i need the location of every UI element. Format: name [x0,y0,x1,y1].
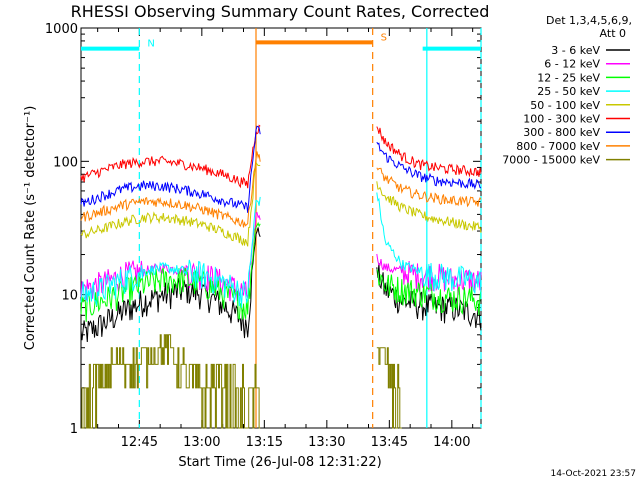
series-line [80,151,261,228]
series-line [376,192,482,297]
detector-label: Det 1,3,4,5,6,9, [546,14,632,27]
legend-label: 3 - 6 keV [551,44,600,57]
y-axis-label: Corrected Count Rate (s⁻¹ detector⁻¹) [23,106,38,351]
legend-label: 12 - 25 keV [537,71,600,84]
y-tick-label: 1 [70,422,78,437]
generated-timestamp: 14-Oct-2021 23:57 [551,469,636,479]
plot-frame [80,27,482,429]
flag-label: N [147,39,154,50]
chart-title: RHESSI Observing Summary Count Rates, Co… [71,2,490,21]
x-tick-label: 12:45 [121,435,158,450]
flag-bars: NS [81,32,481,51]
y-tick-label: 100 [53,155,78,170]
axis-ticks: 12:45 13:00 13:15 13:30 13:45 14:00 1 10 100 1000 [45,22,481,450]
legend-label: 25 - 50 keV [537,85,600,98]
series-line [81,334,261,429]
legend-label: 800 - 7000 keV [516,140,600,153]
legend-label: 300 - 800 keV [523,126,600,139]
legend-label: 7000 - 15000 keV [502,154,600,167]
series-line [80,227,261,343]
x-tick-label: 13:45 [371,435,408,450]
series-line [80,221,261,322]
x-axis-label: Start Time (26-Jul-08 12:31:22) [178,455,381,470]
legend-label: 50 - 100 keV [530,99,600,112]
series-line [80,161,261,247]
legend-label: 100 - 300 keV [523,113,600,126]
x-tick-label: 13:00 [183,435,220,450]
y-tick-label: 1000 [45,22,78,37]
attenuator-label: Att 0 [600,27,626,40]
legend-label: 6 - 12 keV [544,58,600,71]
series-line [80,196,261,308]
series-line [376,141,482,190]
y-tick-label: 10 [61,289,78,304]
x-tick-label: 14:00 [433,435,470,450]
series-lines [80,124,482,429]
series-line [80,125,261,213]
x-tick-label: 13:15 [246,435,283,450]
series-line [376,181,482,233]
x-tick-label: 13:30 [308,435,345,450]
series-line [376,347,402,429]
flag-label: S [381,32,387,43]
series-line [376,167,482,208]
series-line [80,124,261,189]
series-line [376,126,482,178]
series-line [376,269,482,316]
series-line [376,253,482,296]
